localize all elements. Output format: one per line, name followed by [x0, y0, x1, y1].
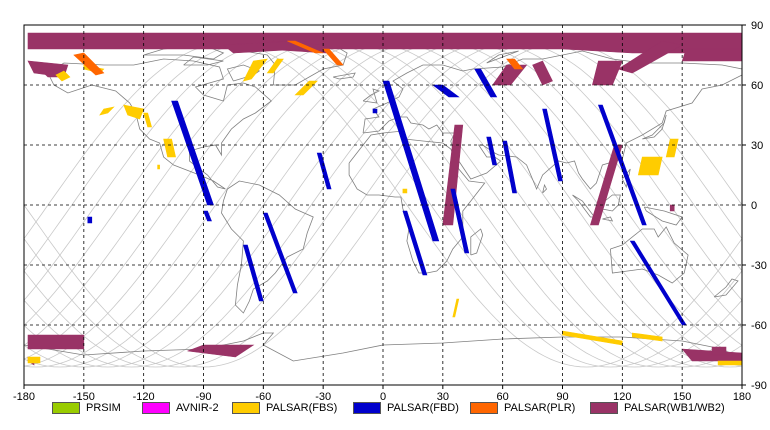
x-tick-label: -90 [196, 391, 212, 403]
swath-palsar-fbd [203, 210, 212, 222]
y-tick-label: -30 [751, 260, 767, 272]
coastline [486, 50, 519, 64]
x-tick-label: -60 [255, 391, 271, 403]
legend-item: PALSAR(PLR) [470, 398, 575, 418]
swath-palsar-plr [322, 48, 344, 66]
coastline [713, 278, 739, 298]
legend-label: AVNIR-2 [176, 402, 219, 414]
swath-palsar-wb [532, 60, 553, 86]
legend-item: AVNIR-2 [142, 398, 219, 418]
swath-palsar-fbd [450, 188, 470, 254]
x-tick-label: 120 [613, 391, 631, 403]
swath-palsar-fbs [452, 298, 460, 318]
swath-palsar-plr [73, 52, 105, 76]
swath-palsar-fbd [262, 212, 298, 294]
coastline [642, 114, 667, 140]
legend-swatch [232, 402, 260, 414]
coastline [221, 180, 314, 314]
swath-palsar-fbs [143, 112, 152, 128]
x-tick-label: -150 [73, 391, 95, 403]
swath-palsar-fbs [266, 58, 284, 74]
swath-palsar-fbd [486, 136, 498, 166]
x-tick-label: 90 [556, 391, 568, 403]
y-tick-label: 0 [751, 200, 757, 212]
swath-palsar-fbd [382, 80, 440, 242]
x-tick-label: -30 [315, 391, 331, 403]
lat-lon-grid [24, 25, 742, 385]
legend-label: PRSIM [86, 402, 121, 414]
latitude-tick-labels: 90 60 30 0 -30 -60 -90 [742, 20, 767, 392]
coastline [610, 226, 689, 284]
swath-palsar-wb [681, 48, 743, 62]
swath-palsar-fbs [294, 80, 318, 96]
coastline [348, 130, 486, 274]
observation-swaths [27, 32, 743, 366]
swath-palsar-wb [27, 334, 85, 350]
swath-palsar-fbs [242, 58, 269, 82]
swath-palsar-fbs [717, 360, 743, 366]
swath-palsar-wb [711, 346, 727, 356]
legend-label: PALSAR(WB1/WB2) [624, 402, 725, 414]
swath-palsar-wb [187, 344, 255, 358]
swath-palsar-fbd [316, 152, 332, 190]
coastline [602, 216, 614, 222]
swath-palsar-wb [222, 40, 304, 54]
swath-palsar-fbs [27, 356, 41, 364]
y-tick-label: 90 [751, 20, 763, 32]
coastline [183, 56, 224, 66]
swath-palsar-fbs [163, 138, 176, 158]
coastline [332, 72, 356, 80]
x-tick-label: 30 [437, 391, 449, 403]
x-tick-label: -120 [133, 391, 155, 403]
swath-palsar-wb [617, 40, 684, 74]
y-tick-label: -90 [751, 380, 767, 392]
legend-item: PALSAR(WB1/WB2) [590, 398, 725, 418]
swath-palsar-fbd [171, 100, 214, 206]
coastline [643, 206, 683, 226]
legend-label: PALSAR(FBD) [387, 402, 459, 414]
legend-swatch [590, 402, 618, 414]
swath-palsar-plr [506, 58, 524, 70]
legend-item: PRSIM [52, 398, 121, 418]
legend-item: PALSAR(FBS) [232, 398, 337, 418]
swath-palsar-fbs [637, 156, 663, 176]
legend-swatch [353, 402, 381, 414]
x-tick-label: -180 [13, 391, 35, 403]
legend-swatch [142, 402, 170, 414]
swath-palsar-fbs [631, 332, 663, 342]
coastline [362, 50, 743, 191]
longitude-tick-labels: -180 -150 -120 -90 -60 -30 0 30 60 90 120 150 180 [13, 385, 751, 403]
swath-palsar-fbd [502, 140, 517, 194]
legend-swatch [470, 402, 498, 414]
coastline [470, 228, 484, 256]
legend: PRSIM AVNIR-2 PALSAR(FBS) PALSAR(FBD) PALSAR… [0, 398, 770, 422]
x-tick-label: 0 [380, 391, 386, 403]
coastline [362, 88, 381, 104]
swath-palsar-wb [669, 204, 675, 212]
swath-palsar-fbs [55, 70, 71, 82]
swath-palsar-fbd [372, 108, 378, 114]
swath-palsar-fbs [157, 164, 160, 170]
x-tick-label: 150 [673, 391, 691, 403]
swath-palsar-fbs [123, 104, 145, 120]
y-tick-label: 60 [751, 80, 763, 92]
swath-palsar-fbd [402, 210, 428, 276]
y-tick-label: 30 [751, 140, 763, 152]
coastline [572, 194, 596, 218]
legend-swatch [52, 402, 80, 414]
legend-label: PALSAR(FBS) [266, 402, 338, 414]
legend-label: PALSAR(PLR) [504, 402, 576, 414]
swath-palsar-fbs [402, 188, 408, 194]
x-tick-label: 60 [497, 391, 509, 403]
coastline [542, 183, 547, 194]
swath-palsar-fbs [99, 106, 115, 116]
legend-item: PALSAR(FBD) [353, 398, 459, 418]
x-tick-label: 180 [733, 391, 751, 403]
swath-palsar-fbd [87, 216, 93, 224]
swath-palsar-plr [287, 40, 324, 54]
swath-palsar-fbs [665, 138, 679, 158]
y-tick-label: -60 [751, 320, 767, 332]
swath-palsar-fbd [474, 68, 498, 98]
